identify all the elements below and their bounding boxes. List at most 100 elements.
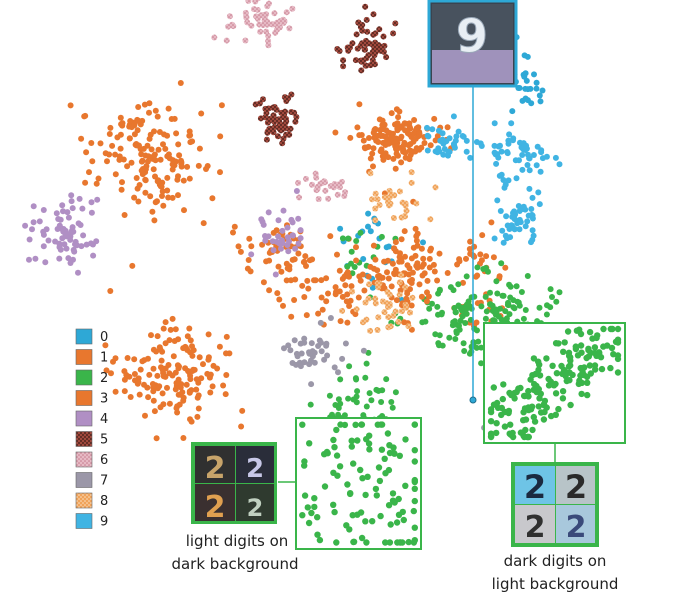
point-digit-1 (109, 142, 116, 149)
inset-point (411, 478, 418, 486)
point-digit-3 (356, 132, 363, 139)
point-digit-1 (248, 243, 255, 250)
point-digit-4 (275, 233, 282, 240)
point-digit-5 (282, 108, 288, 115)
point-digit-9 (535, 189, 542, 196)
point-digit-4 (60, 208, 66, 215)
point-digit-3 (416, 130, 423, 137)
point-digit-3 (344, 319, 351, 326)
point-digit-9 (450, 113, 457, 120)
point-digit-1 (196, 145, 203, 152)
point-digit-5 (273, 106, 280, 113)
point-digit-6 (270, 21, 276, 28)
legend-swatch-2 (75, 369, 93, 386)
inset-point (301, 492, 309, 499)
point-digit-2 (490, 317, 497, 324)
point-digit-6 (248, 22, 255, 29)
point-digit-1 (174, 176, 181, 183)
inset-point (308, 509, 315, 517)
inset-point (347, 490, 354, 497)
point-digit-6 (226, 13, 233, 20)
point-digit-4 (56, 255, 63, 262)
point-digit-1 (169, 166, 176, 173)
point-digit-1 (186, 325, 193, 332)
point-digit-6 (296, 194, 303, 201)
point-digit-3 (370, 163, 376, 170)
point-digit-9 (455, 128, 462, 135)
point-digit-3 (291, 297, 298, 303)
point-digit-3 (303, 263, 309, 269)
point-digit-4 (61, 241, 68, 248)
point-digit-4 (67, 260, 74, 266)
point-digit-3 (361, 144, 368, 151)
point-digit-5 (363, 16, 370, 23)
point-digit-5 (372, 30, 379, 37)
point-digit-1 (142, 177, 149, 184)
legend-swatch-0 (75, 328, 93, 345)
point-digit-3 (370, 242, 377, 249)
point-digit-5 (371, 52, 378, 59)
inset-point (373, 492, 380, 499)
point-digit-2 (499, 317, 506, 323)
inset-point (382, 539, 389, 546)
inset-point (411, 524, 418, 531)
point-digit-9 (432, 148, 439, 155)
point-digit-5 (280, 114, 287, 121)
point-digit-3 (365, 273, 372, 280)
point-digit-2 (432, 331, 439, 338)
inset-point (535, 403, 542, 410)
point-digit-1 (177, 80, 184, 86)
inset-point (563, 369, 570, 376)
point-digit-8 (386, 202, 393, 209)
inset-point (386, 539, 394, 546)
point-digit-9 (443, 138, 450, 145)
inset-point (607, 364, 614, 372)
point-digit-3 (413, 262, 420, 269)
point-digit-2 (511, 305, 518, 312)
point-digit-7 (323, 340, 330, 347)
legend-swatch-5 (75, 431, 93, 447)
point-digit-5 (280, 135, 287, 142)
point-digit-3 (405, 142, 412, 149)
point-digit-3 (412, 225, 419, 232)
point-digit-6 (338, 178, 345, 185)
point-digit-1 (97, 140, 104, 147)
point-digit-2 (482, 315, 489, 322)
point-digit-3 (398, 236, 405, 243)
point-digit-8 (372, 205, 379, 212)
inset-point (591, 344, 599, 351)
inset-point (411, 485, 418, 492)
point-digit-3 (292, 276, 299, 283)
point-digit-1 (114, 134, 121, 141)
point-digit-2 (544, 302, 550, 309)
inset-point (301, 462, 308, 469)
point-digit-6 (314, 185, 321, 192)
point-digit-3 (370, 129, 377, 136)
point-digit-4 (76, 195, 83, 202)
point-digit-1 (135, 379, 142, 386)
point-digit-8 (349, 288, 356, 295)
point-digit-7 (324, 352, 331, 359)
point-digit-2 (378, 233, 385, 240)
point-digit-1 (154, 333, 161, 340)
point-digit-2 (494, 290, 501, 297)
inset-point (499, 395, 506, 403)
point-digit-1 (162, 373, 169, 380)
point-digit-2 (426, 305, 433, 312)
point-digit-1 (198, 110, 205, 117)
point-digit-1 (184, 333, 191, 340)
point-digit-3 (413, 237, 420, 244)
point-digit-0 (365, 223, 371, 230)
point-digit-1 (165, 105, 172, 112)
point-digit-2 (553, 298, 560, 305)
inset-point (487, 406, 495, 413)
inset-point (513, 388, 520, 396)
point-digit-3 (318, 277, 325, 284)
point-digit-1 (196, 354, 203, 361)
point-digit-8 (413, 200, 420, 207)
point-digit-1 (260, 279, 267, 286)
point-digit-5 (378, 44, 385, 51)
inset-point (527, 406, 535, 413)
inset-point (352, 421, 359, 428)
point-digit-3 (392, 143, 399, 150)
